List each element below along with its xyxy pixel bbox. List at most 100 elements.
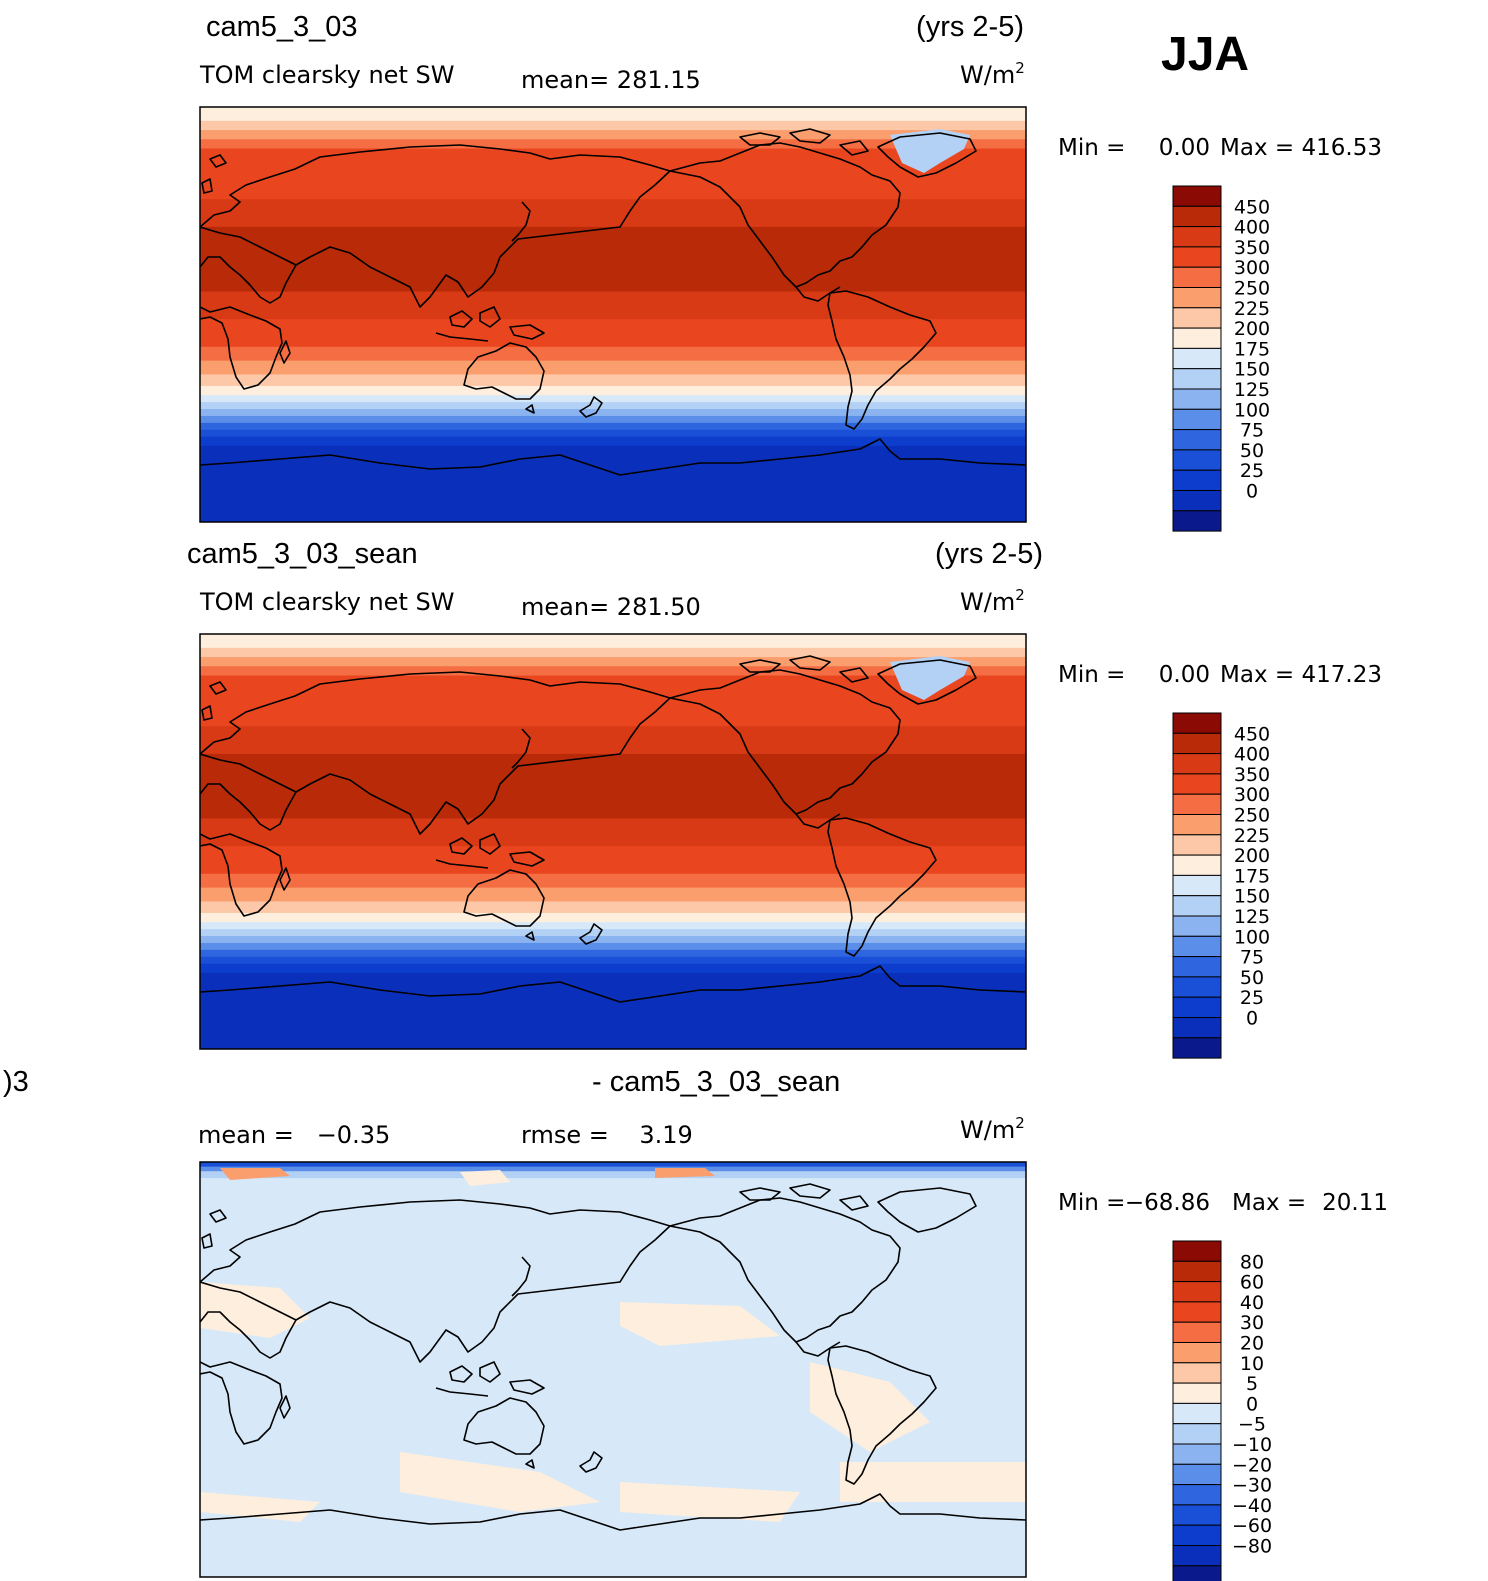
colorbar-tick-label: 175: [1234, 865, 1270, 887]
map-band: [200, 199, 1026, 228]
panel2-max-label: Max =: [1220, 662, 1294, 688]
map-band: [200, 753, 1026, 820]
map-bands-diff: [200, 1162, 1026, 1577]
colorbar-swatch: [1172, 732, 1222, 755]
colorbar-swatch: [1172, 205, 1222, 228]
colorbar-tick-label: 25: [1240, 987, 1264, 1009]
map-band: [200, 415, 1026, 424]
panel2-variable: TOM clearsky net SW: [199, 588, 454, 616]
map-band: [200, 818, 1026, 847]
colorbar-swatch: [1172, 1565, 1222, 1581]
map-band: [200, 436, 1026, 447]
colorbar-swatch: [1172, 712, 1222, 734]
map-band: [200, 346, 1026, 362]
panel1-years: (yrs 2-5): [916, 11, 1024, 43]
colorbar-tick-label: 80: [1240, 1251, 1264, 1273]
colorbar-tick-label: −60: [1232, 1515, 1272, 1537]
greenland-shading: [890, 656, 970, 700]
colorbar-tick-label: 75: [1240, 420, 1264, 442]
panel2-min-label: Min =: [1058, 662, 1125, 688]
colorbar-tick-label: −5: [1238, 1414, 1266, 1436]
warm-anomaly-patch: [655, 1168, 715, 1178]
colorbar-swatch: [1172, 753, 1222, 775]
map-band: [200, 901, 1026, 914]
panel2-units: W/m2: [960, 586, 1025, 616]
map-frame-2: [199, 633, 1027, 1050]
colorbar-swatch: [1172, 1017, 1222, 1039]
colorbar-swatch: [1172, 976, 1222, 998]
map-band: [200, 445, 1026, 522]
map-band: [200, 139, 1026, 150]
map-band: [200, 107, 1026, 122]
map-band: [200, 873, 1026, 889]
colorbar-swatch: [1172, 1382, 1222, 1404]
colorbar-tick-label: 300: [1234, 257, 1270, 279]
positive-anomaly-patch: [840, 1462, 1026, 1502]
map-panel-diff: [200, 1162, 1026, 1577]
map-band: [200, 634, 1026, 649]
colorbar-tick-label: −20: [1232, 1454, 1272, 1476]
panel1-variable: TOM clearsky net SW: [199, 61, 454, 89]
map-band: [200, 963, 1026, 974]
map-band: [200, 922, 1026, 930]
colorbar-tick-label: −10: [1232, 1434, 1272, 1456]
map-band: [200, 1171, 1026, 1179]
panel2-mean: mean= 281.50: [521, 593, 701, 621]
map-band: [200, 226, 1026, 293]
panel3-left-title: )3: [3, 1066, 29, 1098]
colorbar-tick-label: 350: [1234, 764, 1270, 786]
colorbar-tick-label: 40: [1240, 1292, 1264, 1314]
colorbar-tick-label: 200: [1234, 318, 1270, 340]
colorbar-swatch: [1172, 915, 1222, 937]
colorbar-swatch: [1172, 226, 1222, 248]
map-band: [200, 374, 1026, 387]
colorbar-swatch: [1172, 510, 1222, 532]
positive-anomaly-patch: [200, 1282, 310, 1338]
panel3-max-value: 20.11: [1322, 1190, 1388, 1216]
colorbar-swatch: [1172, 895, 1222, 917]
map-band: [200, 666, 1026, 677]
panel1-mean: mean= 281.15: [521, 66, 701, 94]
colorbar-swatch: [1172, 996, 1222, 1019]
map-band: [200, 657, 1026, 667]
colorbar-swatch: [1172, 429, 1222, 451]
colorbar-swatch: [1172, 1484, 1222, 1506]
colorbar-tick-label: 175: [1234, 338, 1270, 360]
colorbar-tick-label: 50: [1240, 440, 1264, 462]
colorbar-swatch: [1172, 854, 1222, 876]
colorbar-tick-label: 20: [1240, 1333, 1264, 1355]
panel2-case-name: cam5_3_03_sean: [187, 538, 418, 570]
colorbar-tick-label: 0: [1246, 481, 1258, 503]
panel3-max-label: Max =: [1232, 1190, 1306, 1216]
map-band: [200, 422, 1026, 431]
colorbar-swatch: [1172, 1443, 1222, 1465]
map-band: [200, 395, 1026, 403]
panel1-min-label: Min =: [1058, 135, 1125, 161]
colorbar-tick-label: 30: [1240, 1312, 1264, 1334]
map-band: [200, 949, 1026, 958]
colorbar-swatch: [1172, 1260, 1222, 1283]
map-band: [200, 429, 1026, 438]
panel1-min-value: 0.00: [1159, 135, 1210, 161]
map-bands-1: [200, 107, 1026, 522]
colorbar-tick-label: 100: [1234, 399, 1270, 421]
panel3-rmse: rmse = 3.19: [521, 1121, 693, 1149]
colorbar-swatch: [1172, 1463, 1222, 1486]
map-band: [200, 887, 1026, 903]
map-frame-diff: [199, 1161, 1027, 1578]
colorbar-swatch: [1172, 1524, 1222, 1546]
colorbar-swatch: [1172, 793, 1222, 816]
colorbar-swatch: [1172, 185, 1222, 207]
colorbar-swatch: [1172, 773, 1222, 795]
colorbar-tick-label: 0: [1246, 1393, 1258, 1415]
colorbar-swatch: [1172, 935, 1222, 958]
panel1-max-label: Max =: [1220, 135, 1294, 161]
colorbar-tick-label: −80: [1232, 1536, 1272, 1558]
panel3-center-title: - cam5_3_03_sean: [592, 1066, 840, 1098]
colorbar-swatch: [1172, 1240, 1222, 1262]
colorbar-swatch: [1172, 1037, 1222, 1059]
panel3-min-label: Min =: [1058, 1190, 1125, 1216]
